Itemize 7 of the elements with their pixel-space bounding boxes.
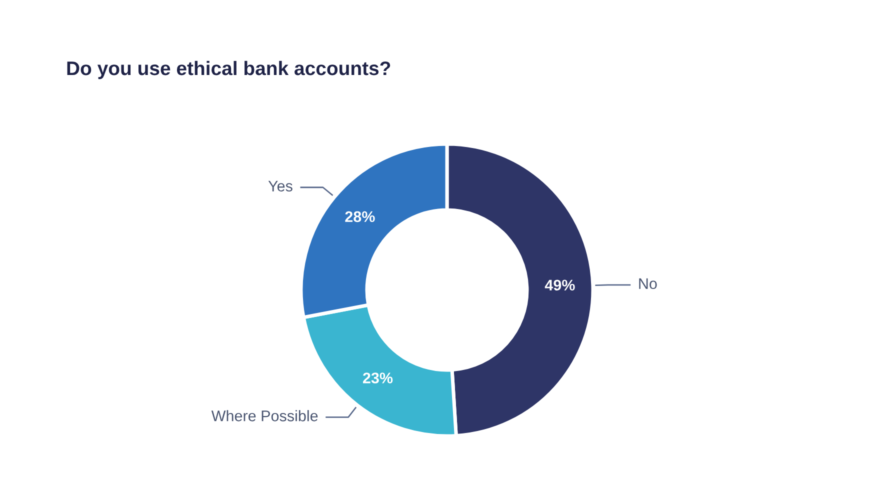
slice-label: Yes xyxy=(268,180,292,192)
slice-label: Where Possible xyxy=(211,410,318,422)
slice-label: No xyxy=(639,278,657,290)
data-label: 28% xyxy=(345,211,375,222)
chart-title: Do you use ethical bank accounts? xyxy=(67,60,390,80)
data-label: 49% xyxy=(544,280,575,291)
data-label: 23% xyxy=(362,372,393,384)
